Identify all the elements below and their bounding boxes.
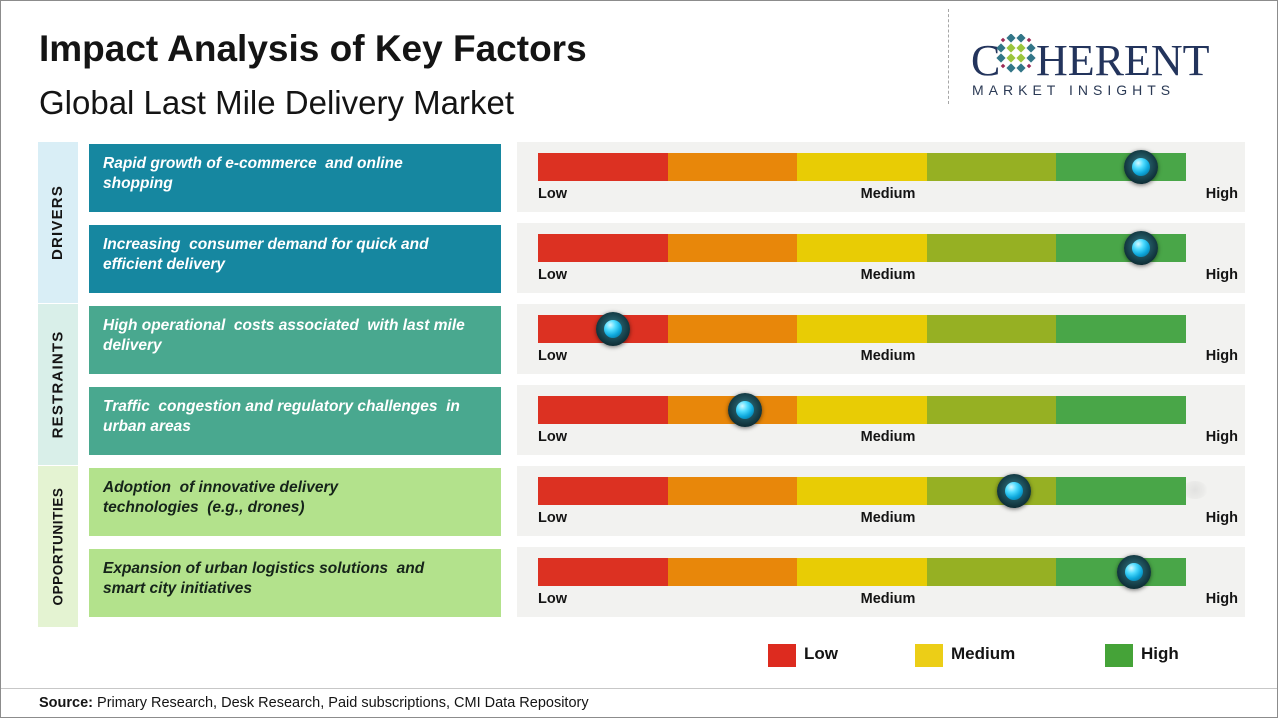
svg-text:MARKET INSIGHTS: MARKET INSIGHTS bbox=[972, 82, 1175, 98]
svg-text:HERENT: HERENT bbox=[1036, 36, 1210, 85]
svg-text:C: C bbox=[971, 36, 1000, 85]
